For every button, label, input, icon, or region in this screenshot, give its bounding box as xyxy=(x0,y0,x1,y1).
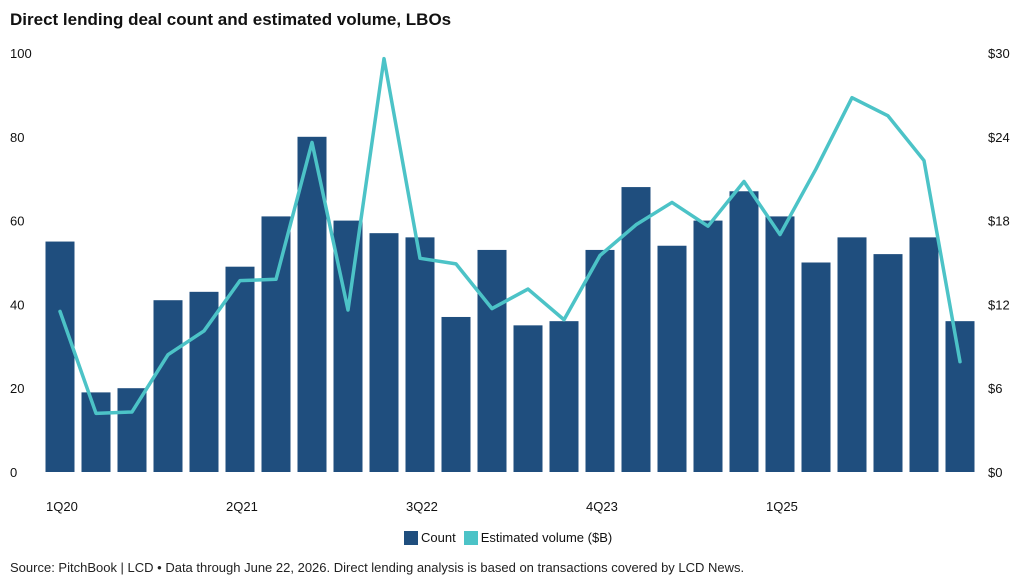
count-bar xyxy=(153,300,183,472)
count-bar xyxy=(477,249,507,472)
left-tick-label: 60 xyxy=(10,214,24,229)
count-bar xyxy=(945,321,975,472)
count-bar xyxy=(585,249,615,472)
x-tick-label: 1Q25 xyxy=(766,499,798,514)
count-bar xyxy=(549,321,579,472)
count-bar xyxy=(405,237,435,472)
x-axis: 1Q20 2Q21 3Q22 4Q23 1Q25 xyxy=(46,499,798,514)
source-note: Source: PitchBook | LCD • Data through J… xyxy=(10,560,745,575)
left-tick-label: 80 xyxy=(10,130,24,145)
count-bar xyxy=(909,237,939,472)
count-bar xyxy=(873,254,903,472)
count-bar xyxy=(837,237,867,472)
volume-series-line xyxy=(58,56,962,416)
legend-volume: Estimated volume ($B) xyxy=(463,530,613,545)
count-bar xyxy=(225,266,255,472)
legend-volume-label: Estimated volume ($B) xyxy=(480,530,613,545)
count-bar xyxy=(693,220,723,472)
right-tick-label: $24 xyxy=(988,130,1010,145)
legend-count: Count xyxy=(404,530,456,545)
legend-volume-swatch xyxy=(463,530,478,545)
right-tick-label: $12 xyxy=(988,297,1010,312)
count-bar xyxy=(513,325,543,472)
count-bar xyxy=(369,233,399,472)
x-tick-label: 4Q23 xyxy=(586,499,618,514)
left-tick-label: 20 xyxy=(10,381,24,396)
count-bar xyxy=(45,241,75,472)
count-bar xyxy=(117,388,147,472)
count-bar xyxy=(765,216,795,472)
count-bar xyxy=(729,191,759,472)
right-tick-label: $30 xyxy=(988,46,1010,61)
x-tick-label: 1Q20 xyxy=(46,499,78,514)
count-bar xyxy=(81,392,111,472)
legend: Count Estimated volume ($B) xyxy=(404,530,620,545)
count-bar xyxy=(801,262,831,472)
left-tick-label: 0 xyxy=(10,465,17,480)
count-bar xyxy=(657,245,687,472)
left-tick-label: 100 xyxy=(10,46,32,61)
volume-line xyxy=(58,56,962,416)
count-bar xyxy=(441,316,471,472)
x-tick-label: 2Q21 xyxy=(226,499,258,514)
count-bar xyxy=(189,291,219,472)
chart-title: Direct lending deal count and estimated … xyxy=(10,10,452,29)
count-bars xyxy=(45,136,975,473)
legend-count-label: Count xyxy=(421,530,456,545)
count-bar xyxy=(621,187,651,472)
x-tick-label: 3Q22 xyxy=(406,499,438,514)
right-tick-label: $0 xyxy=(988,465,1002,480)
legend-count-swatch xyxy=(404,530,418,545)
left-axis: 0 20 40 60 80 100 xyxy=(10,46,32,480)
right-axis: $0 $6 $12 $18 $24 $30 xyxy=(988,46,1010,480)
count-bar xyxy=(261,216,291,472)
right-tick-label: $6 xyxy=(988,381,1002,396)
right-tick-label: $18 xyxy=(988,214,1010,229)
left-tick-label: 40 xyxy=(10,297,24,312)
